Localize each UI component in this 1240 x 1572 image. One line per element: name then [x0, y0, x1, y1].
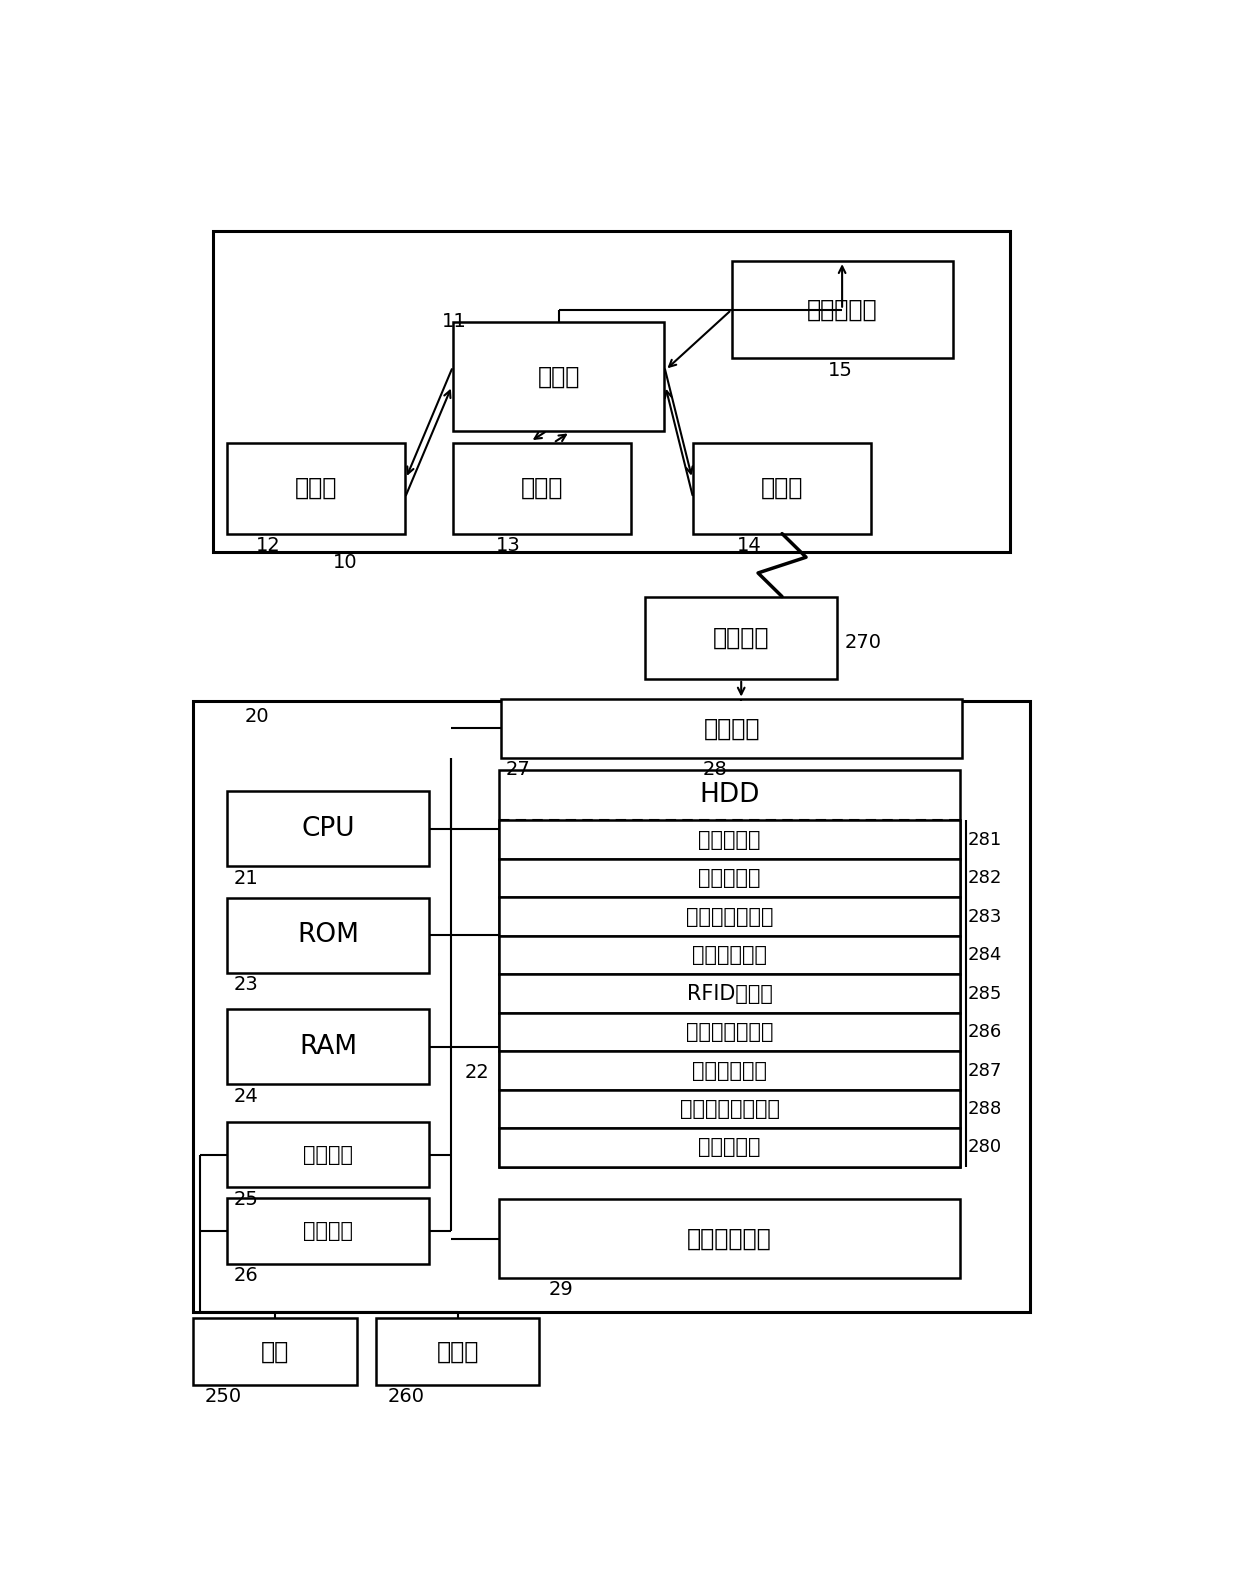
Bar	[498, 821, 960, 858]
Bar	[645, 596, 837, 679]
Text: 操作部: 操作部	[295, 476, 337, 500]
Text: 作物管理表: 作物管理表	[698, 830, 761, 850]
Text: 11: 11	[441, 313, 466, 332]
Bar	[453, 443, 631, 533]
Text: 通信装置: 通信装置	[713, 626, 770, 649]
Bar	[498, 1089, 960, 1129]
Bar	[376, 1317, 539, 1385]
Bar	[213, 231, 1011, 552]
Text: CPU: CPU	[301, 816, 355, 843]
Text: 10: 10	[332, 553, 357, 572]
Text: 通信部: 通信部	[761, 476, 804, 500]
Text: 281: 281	[968, 830, 1002, 849]
Text: 进展状况管理表: 进展状况管理表	[686, 907, 774, 926]
Bar	[453, 322, 665, 431]
Text: HDD: HDD	[699, 783, 760, 808]
Text: 12: 12	[255, 536, 280, 555]
Text: 28: 28	[703, 759, 728, 780]
Bar	[227, 1122, 429, 1187]
Text: 显示部: 显示部	[521, 476, 563, 500]
Text: 监视器: 监视器	[436, 1339, 479, 1363]
Text: 260: 260	[388, 1387, 424, 1405]
Text: 284: 284	[968, 946, 1002, 964]
Text: 286: 286	[968, 1023, 1002, 1041]
Bar	[498, 975, 960, 1012]
Text: 29: 29	[549, 1281, 574, 1300]
Text: 287: 287	[968, 1061, 1002, 1080]
Text: 250: 250	[205, 1387, 242, 1405]
Text: 控制部: 控制部	[537, 365, 580, 388]
Bar	[498, 898, 960, 935]
Bar	[498, 1199, 960, 1278]
Text: 285: 285	[968, 984, 1002, 1003]
Text: 27: 27	[506, 759, 531, 780]
Bar	[732, 261, 952, 358]
Text: 25: 25	[234, 1190, 259, 1209]
Text: 药剂数据库: 药剂数据库	[698, 1138, 761, 1157]
Bar	[498, 1129, 960, 1166]
Text: 通信接口: 通信接口	[703, 717, 760, 740]
Bar	[498, 1052, 960, 1089]
Text: 14: 14	[737, 536, 761, 555]
Text: 282: 282	[968, 869, 1002, 887]
Text: 280: 280	[968, 1138, 1002, 1157]
Text: ROM: ROM	[298, 923, 360, 948]
Text: RFID管理表: RFID管理表	[687, 984, 773, 1003]
Bar	[227, 1009, 429, 1085]
Text: 23: 23	[234, 975, 259, 995]
Text: 输出接口: 输出接口	[303, 1221, 353, 1240]
Bar	[693, 443, 870, 533]
Bar	[227, 898, 429, 973]
Text: RAM: RAM	[299, 1034, 357, 1060]
Text: 270: 270	[844, 634, 882, 652]
Text: 21: 21	[234, 869, 259, 888]
Text: 13: 13	[496, 536, 521, 555]
Text: 键盘: 键盘	[260, 1339, 289, 1363]
Bar	[498, 858, 960, 898]
Text: 22: 22	[465, 1063, 490, 1082]
Text: 作业历史管理表: 作业历史管理表	[686, 1022, 774, 1042]
Bar	[227, 1198, 429, 1264]
Text: 输入接口: 输入接口	[303, 1144, 353, 1165]
Bar	[227, 791, 429, 866]
Text: 15: 15	[828, 360, 853, 379]
Bar	[193, 1317, 357, 1385]
Text: 20: 20	[244, 707, 269, 726]
Text: 作业管理表: 作业管理表	[698, 868, 761, 888]
Text: 位置检测部: 位置检测部	[807, 297, 878, 322]
Bar	[498, 770, 960, 1166]
Text: 作业员管理表: 作业员管理表	[692, 945, 768, 965]
Bar	[498, 935, 960, 975]
Text: 26: 26	[234, 1265, 259, 1284]
Text: 辅助存储装置: 辅助存储装置	[687, 1226, 773, 1251]
Bar	[498, 1012, 960, 1052]
Text: 283: 283	[968, 907, 1002, 926]
Bar	[501, 700, 962, 758]
Text: 288: 288	[968, 1100, 1002, 1118]
Text: 24: 24	[234, 1086, 259, 1105]
Bar	[227, 443, 404, 533]
Text: 病害虫应对历史表: 病害虫应对历史表	[680, 1099, 780, 1119]
Text: 病害虫管理表: 病害虫管理表	[692, 1061, 768, 1080]
Bar	[193, 701, 1029, 1313]
